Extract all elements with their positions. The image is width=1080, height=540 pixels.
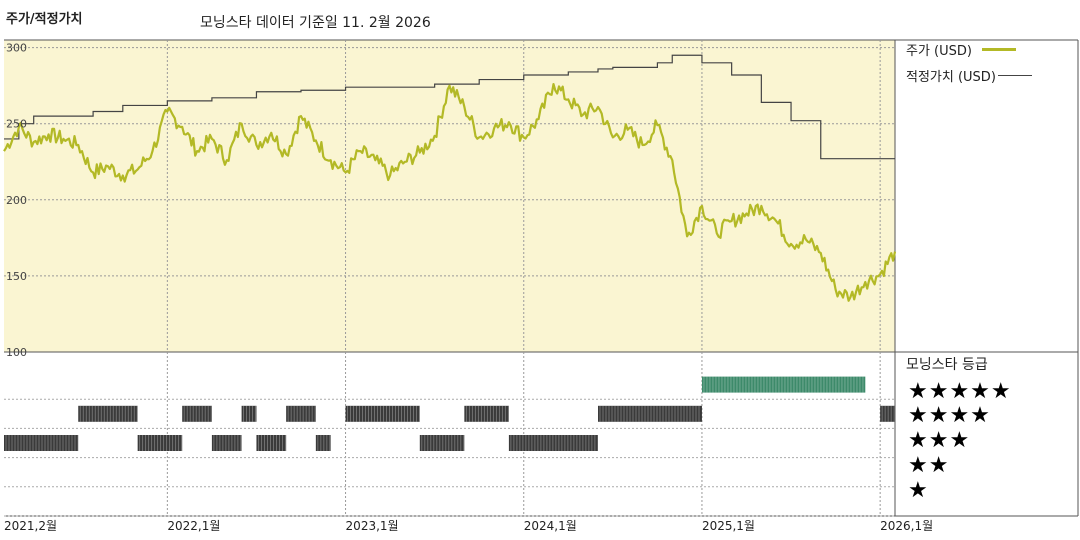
rating-bar-fill [256, 435, 287, 451]
rating-bar-fill [4, 435, 79, 451]
rating-3-stars: ★★★ [908, 428, 971, 453]
rating-bar-3-star [256, 435, 287, 451]
rating-2-stars: ★★ [908, 453, 950, 478]
rating-4-stars: ★★★★ [908, 403, 991, 428]
rating-5-stars: ★★★★★ [908, 379, 1012, 404]
rating-bar-4-star [241, 405, 257, 422]
rating-bar-fill [598, 405, 702, 422]
price-series [3, 83, 897, 302]
rating-bar-fill [419, 435, 465, 451]
rating-bars [4, 376, 895, 451]
rating-bar-fill [345, 405, 420, 422]
x-tick-labels: 2021,2월 2022,1월 2023,1월 2024,1월 2025,1월 2026,… [4, 519, 933, 533]
rating-bar-3-star [137, 435, 183, 451]
rating-bar-3-star [4, 435, 79, 451]
rating-bar-fill [78, 405, 138, 422]
y-tick-label: 100 [6, 346, 27, 359]
rating-bar-fill [286, 405, 316, 422]
y-tick-labels: 300 250 200 150 100 [6, 42, 27, 359]
chart-heading: 주가/적정가치 [6, 12, 83, 27]
chart-background [4, 40, 895, 352]
price-plot-area [4, 40, 895, 352]
y-tick-label: 200 [6, 194, 27, 207]
rating-bar-fill [182, 405, 212, 422]
rating-bar-fill [211, 435, 242, 451]
x-tick-label: 2023,1월 [346, 519, 399, 533]
rating-bar-4-star [286, 405, 316, 422]
rating-bar-5-star [701, 376, 866, 393]
rating-panel-title: 모닝스타 등급 [906, 357, 988, 373]
rating-bar-4-star [598, 405, 702, 422]
rating-bar-4-star [78, 405, 138, 422]
rating-bar-3-star [419, 435, 465, 451]
x-tick-label: 2024,1월 [524, 519, 577, 533]
y-tick-label: 250 [6, 118, 27, 131]
rating-1-star: ★ [908, 478, 929, 503]
rating-bar-fill [137, 435, 183, 451]
fair-value-series [4, 54, 895, 160]
rating-bar-4-star [345, 405, 420, 422]
y-tick-label: 150 [6, 270, 27, 283]
legend-fair-value: 적정가치 (USD) [906, 66, 1032, 85]
rating-bar-fill [508, 435, 598, 451]
price-line [3, 83, 897, 302]
rating-bar-fill [880, 405, 895, 422]
rating-bar-fill [701, 376, 866, 393]
legend-price-swatch [981, 48, 1016, 51]
x-tick-label: 2021,2월 [4, 519, 57, 533]
legend-fair-value-label: 적정가치 (USD) [906, 70, 996, 85]
x-tick-label: 2022,1월 [167, 519, 220, 533]
fair-value-line [4, 54, 895, 160]
rating-bar-4-star [182, 405, 212, 422]
rating-bar-3-star [508, 435, 599, 451]
data-date-subtitle: 모닝스타 데이터 기준일 11. 2월 2026 [200, 15, 431, 31]
x-tick-label: 2025,1월 [702, 519, 755, 533]
rating-bar-4-star [464, 405, 509, 422]
legend-fair-value-swatch [997, 75, 1032, 76]
rating-bar-3-star [211, 435, 242, 451]
legend-price-label: 주가 (USD) [906, 44, 972, 59]
rating-bar-fill [241, 405, 257, 422]
rating-bar-fill [464, 405, 509, 422]
x-tick-label: 2026,1월 [880, 519, 933, 533]
rating-bar-3-star [315, 435, 331, 451]
rating-bar-fill [315, 435, 331, 451]
legend-price: 주가 (USD) [906, 40, 1016, 59]
rating-bar-4-star [880, 405, 895, 422]
y-tick-label: 300 [6, 42, 27, 55]
